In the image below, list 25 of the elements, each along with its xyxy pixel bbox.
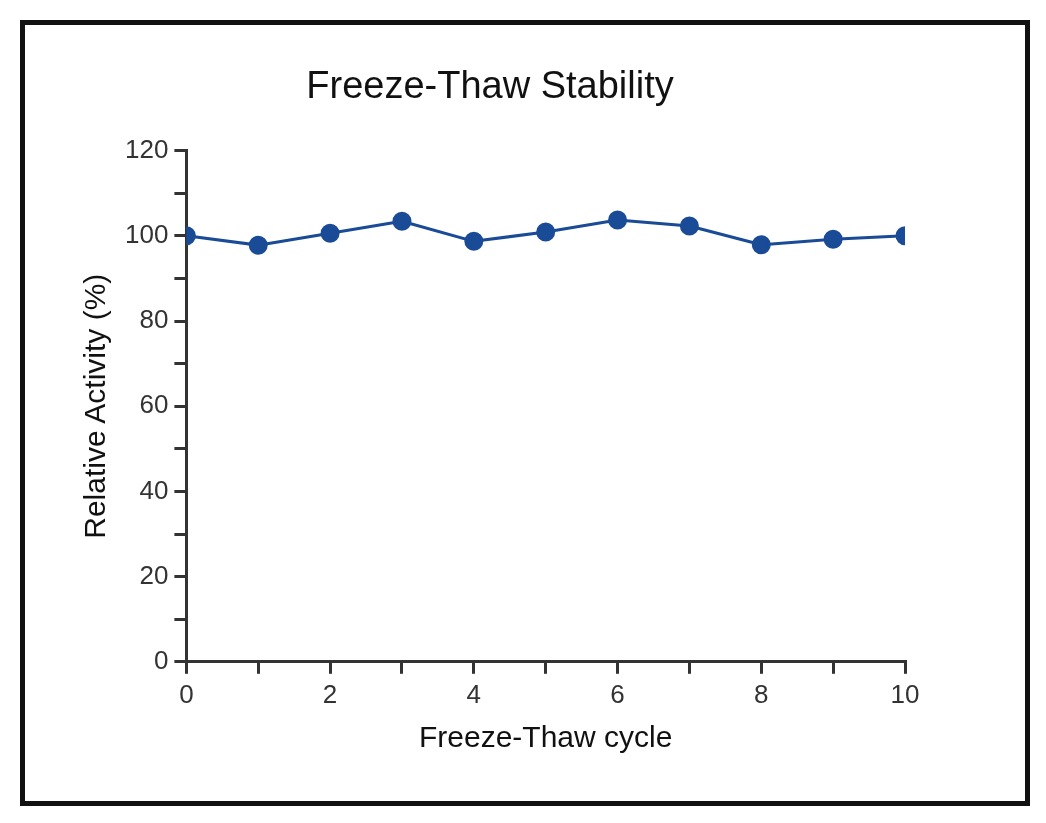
y-tick-label: 20 — [139, 559, 169, 590]
point — [320, 223, 340, 243]
point — [536, 222, 556, 242]
x-tick-label: 4 — [466, 678, 482, 709]
x-tick-label: 2 — [322, 678, 338, 709]
y-tick-label: 80 — [139, 304, 169, 335]
point — [679, 216, 699, 236]
point — [464, 231, 484, 251]
y-tick-label: 0 — [153, 644, 169, 675]
y-tick-label: 40 — [139, 474, 169, 505]
point — [823, 229, 843, 249]
chart-title: Freeze-Thaw Stability — [306, 64, 674, 107]
point — [248, 235, 268, 255]
x-axis-title: Freeze-Thaw cycle — [418, 720, 673, 754]
point — [608, 210, 628, 230]
point — [392, 211, 412, 231]
x-tick-label: 0 — [179, 678, 194, 709]
x-tick-label: 6 — [610, 678, 625, 709]
y-tick-label: 100 — [124, 218, 169, 249]
x-tick-label: 10 — [890, 678, 920, 709]
y-tick-label: 60 — [139, 389, 169, 420]
y-tick-label: 120 — [124, 133, 169, 164]
point — [751, 235, 771, 255]
x-tick-label: 8 — [754, 678, 769, 709]
y-axis-title: Relative Activity (%) — [78, 273, 112, 539]
